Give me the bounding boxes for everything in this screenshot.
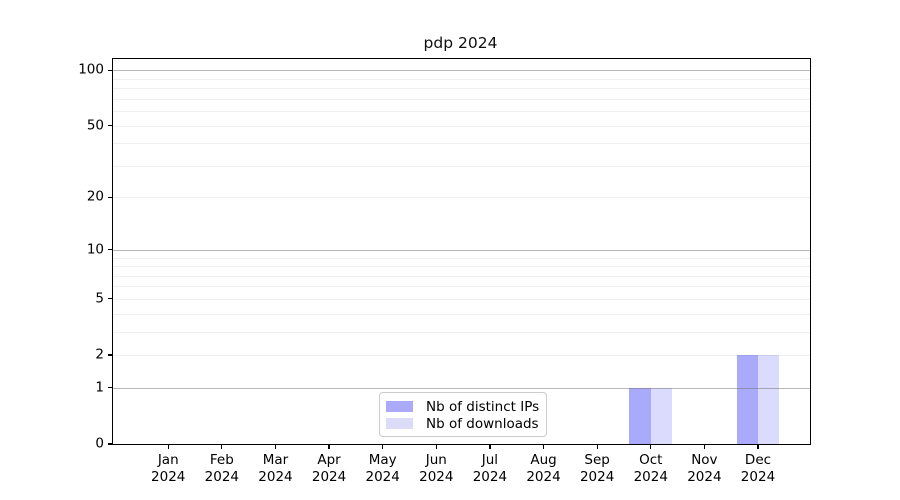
gridline-minor xyxy=(113,298,810,300)
x-tick-label: May 2024 xyxy=(365,452,400,485)
gridline-minor xyxy=(113,266,810,268)
x-tick-mark xyxy=(542,445,545,449)
gridline-major xyxy=(113,70,810,72)
y-tick-mark xyxy=(108,124,112,127)
gridline-minor xyxy=(113,165,810,167)
gridline-minor xyxy=(113,98,810,100)
gridline-major xyxy=(113,387,810,389)
gridline-minor xyxy=(113,257,810,259)
x-tick-label: Oct 2024 xyxy=(633,452,668,485)
x-tick-label: Sep 2024 xyxy=(579,452,615,485)
x-tick-label: Jun 2024 xyxy=(419,452,454,485)
x-tick-mark xyxy=(382,445,384,449)
legend: Nb of distinct IPs Nb of downloads xyxy=(379,392,547,437)
x-tick-mark xyxy=(596,445,598,449)
bar-nb-of-distinct-ips-oct xyxy=(629,387,651,444)
gridline-minor xyxy=(113,111,810,113)
x-tick-mark xyxy=(221,445,223,449)
bar-nb-of-downloads-dec xyxy=(757,355,780,444)
y-tick-mark xyxy=(108,354,112,356)
legend-swatch-distinct-ips xyxy=(386,401,413,412)
bar-nb-of-distinct-ips-dec xyxy=(736,355,758,444)
x-tick-mark xyxy=(274,445,277,449)
gridline-minor xyxy=(113,331,810,333)
legend-entry-distinct-ips: Nb of distinct IPs xyxy=(386,398,540,415)
y-tick-label: 100 xyxy=(78,61,104,78)
plot-area: 0 1 2 5 10 20 50 100 Jan 2024 Feb 2024 Mar 2024 Apr 202… xyxy=(78,58,811,485)
gridline-major xyxy=(113,249,810,251)
x-tick-label: Mar 2024 xyxy=(258,452,293,485)
x-tick-mark xyxy=(328,445,330,449)
x-tick-mark xyxy=(167,445,169,449)
legend-label-downloads: Nb of downloads xyxy=(426,415,539,432)
x-tick-mark xyxy=(650,445,652,449)
legend-swatch-downloads xyxy=(386,418,413,429)
y-tick-mark xyxy=(108,196,112,198)
x-tick-label: Jul 2024 xyxy=(472,452,508,485)
y-tick-mark xyxy=(108,443,112,445)
legend-label-distinct-ips: Nb of distinct IPs xyxy=(426,398,540,415)
x-tick-label: Dec 2024 xyxy=(740,452,776,485)
x-tick-label: Jan 2024 xyxy=(151,452,186,485)
gridline-minor xyxy=(113,197,810,199)
gridline-minor xyxy=(113,125,810,127)
y-tick-label: 50 xyxy=(86,116,104,133)
gridline-minor xyxy=(113,275,810,277)
gridline-minor xyxy=(113,78,810,80)
gridline-minor xyxy=(113,88,810,90)
y-tick-label: 20 xyxy=(86,188,104,205)
x-tick-label: Nov 2024 xyxy=(687,452,722,485)
gridline-minor xyxy=(113,313,810,315)
chart-title: pdp 2024 xyxy=(423,34,498,52)
gridline-minor xyxy=(113,286,810,288)
x-tick-label: Apr 2024 xyxy=(311,452,347,485)
x-tick-mark xyxy=(435,445,437,449)
gridline-minor xyxy=(113,355,810,357)
y-tick-label: 10 xyxy=(86,241,104,258)
bar-nb-of-downloads-oct xyxy=(650,387,673,444)
y-tick-label: 2 xyxy=(95,346,104,363)
y-tick-mark xyxy=(108,69,112,71)
x-tick-label: Aug 2024 xyxy=(526,452,561,485)
y-tick-label: 5 xyxy=(95,290,104,307)
y-tick-label: 1 xyxy=(95,379,104,396)
x-tick-mark xyxy=(703,445,705,449)
y-tick-mark xyxy=(108,249,112,251)
x-tick-mark xyxy=(757,445,759,449)
legend-entry-downloads: Nb of downloads xyxy=(386,415,539,432)
x-tick-label: Feb 2024 xyxy=(204,452,239,485)
gridline-minor xyxy=(113,143,810,145)
y-tick-mark xyxy=(108,387,112,389)
y-tick-label: 0 xyxy=(95,435,104,452)
x-tick-mark xyxy=(489,445,491,449)
y-tick-mark xyxy=(108,298,112,300)
